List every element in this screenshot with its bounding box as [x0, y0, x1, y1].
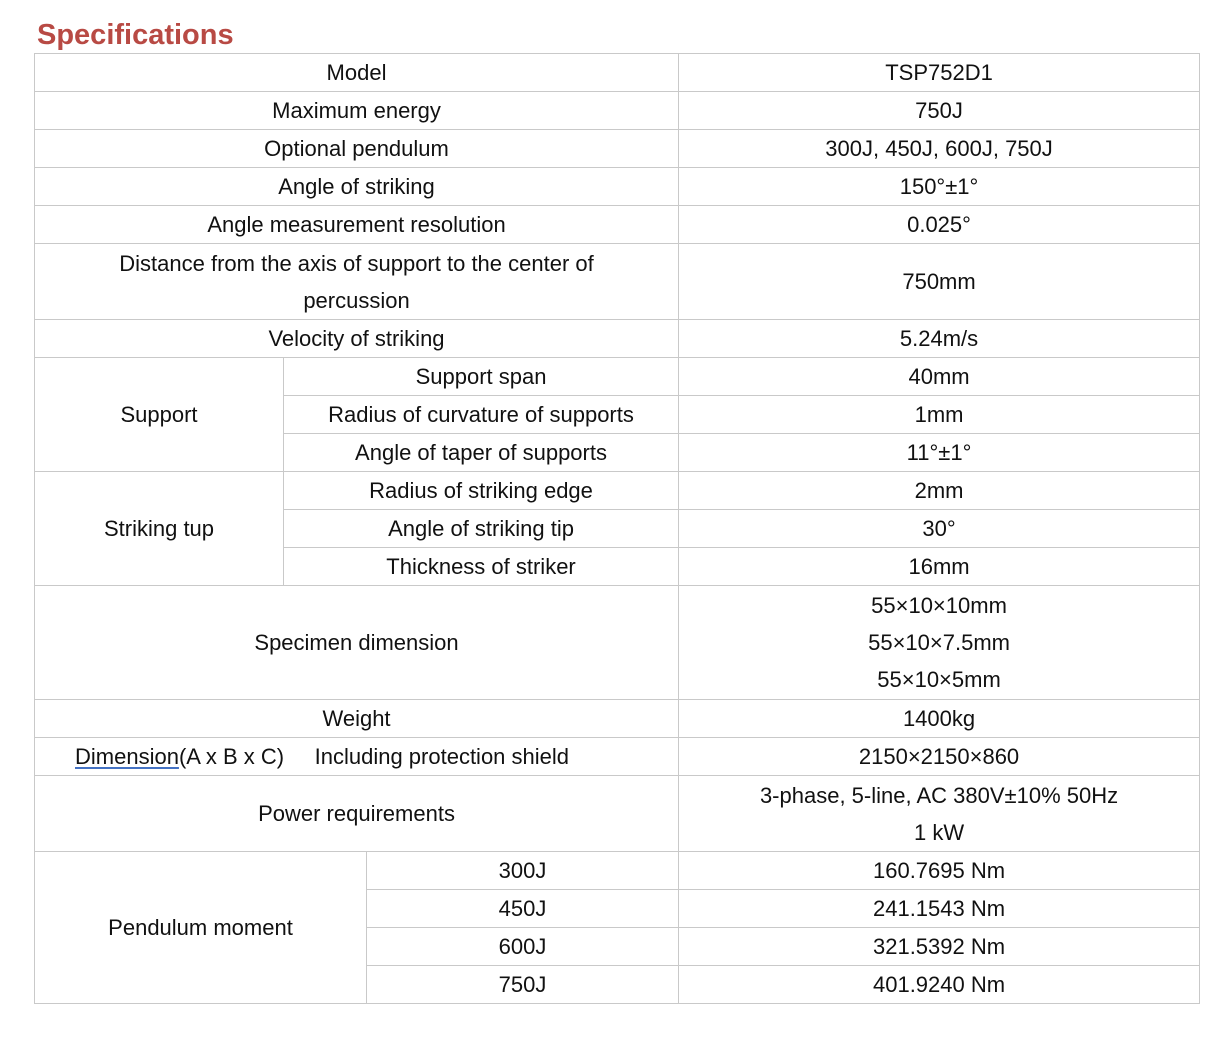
- spec-value: 150°±1°: [678, 167, 1201, 206]
- table-row-angle-striking: Angle of striking 150°±1°: [33, 167, 1201, 206]
- table-row-model: Model TSP752D1: [33, 53, 1201, 92]
- spec-value: 3-phase, 5-line, AC 380V±10% 50Hz 1 kW: [678, 775, 1201, 852]
- spec-value: 160.7695 Nm: [678, 851, 1201, 890]
- spec-value-line: 1 kW: [913, 819, 965, 845]
- spec-value-line: 55×10×5mm: [877, 667, 1001, 692]
- dimension-label: Dimension: [75, 744, 179, 769]
- spec-label: Angle of striking tip: [282, 509, 680, 548]
- spec-label: Angle measurement resolution: [33, 205, 680, 244]
- spec-label: Angle of taper of supports: [282, 433, 680, 472]
- spec-value: 30°: [678, 509, 1201, 548]
- spec-value-line: 55×10×7.5mm: [868, 630, 1010, 655]
- spec-label: Dimension(A x B x C) Including protectio…: [33, 737, 680, 776]
- spec-label-line: Distance from the axis of support to the…: [119, 250, 594, 276]
- spec-label-line: percussion: [303, 287, 410, 313]
- spec-value-line: 3-phase, 5-line, AC 380V±10% 50Hz: [759, 782, 1119, 808]
- spec-label: Velocity of striking: [33, 319, 680, 358]
- table-row-support-radius: Radius of curvature of supports 1mm: [35, 395, 1201, 434]
- spec-value: 16mm: [678, 547, 1201, 586]
- table-row-dimension: Dimension(A x B x C) Including protectio…: [33, 737, 1201, 776]
- specifications-table: Model TSP752D1 Maximum energy 750J Optio…: [33, 53, 1201, 1004]
- table-row-moment-600: 600J 321.5392 Nm: [35, 927, 1201, 966]
- spec-label: Radius of curvature of supports: [282, 395, 680, 434]
- spec-value: TSP752D1: [678, 53, 1201, 92]
- spec-label: Model: [33, 53, 680, 92]
- table-row-max-energy: Maximum energy 750J: [33, 91, 1201, 130]
- spec-label: Angle of striking: [33, 167, 680, 206]
- spec-label: Support span: [282, 357, 680, 396]
- spec-value: 5.24m/s: [678, 319, 1201, 358]
- spec-value: 55×10×10mm 55×10×7.5mm 55×10×5mm: [678, 585, 1201, 700]
- spec-value: 40mm: [678, 357, 1201, 396]
- spec-value: 1400kg: [678, 699, 1201, 738]
- spec-label: 600J: [365, 927, 680, 966]
- spec-label: Thickness of striker: [282, 547, 680, 586]
- spec-value: 2mm: [678, 471, 1201, 510]
- dimension-axes-label: (A x B x C): [178, 744, 285, 769]
- table-row-optional-pendulum: Optional pendulum 300J, 450J, 600J, 750J: [33, 129, 1201, 168]
- spec-label: Specimen dimension: [33, 585, 680, 700]
- spec-label: Maximum energy: [33, 91, 680, 130]
- spec-value: 300J, 450J, 600J, 750J: [678, 129, 1201, 168]
- spec-value: 11°±1°: [678, 433, 1201, 472]
- spec-label: Weight: [33, 699, 680, 738]
- spec-label: 750J: [365, 965, 680, 1004]
- page-title: Specifications: [37, 19, 234, 51]
- group-label-pendulum-moment: Pendulum moment: [34, 851, 367, 1004]
- table-row-moment-750: 750J 401.9240 Nm: [35, 965, 1201, 1004]
- table-row-power: Power requirements 3-phase, 5-line, AC 3…: [33, 775, 1201, 852]
- spec-value: 241.1543 Nm: [678, 889, 1201, 928]
- spec-value: 750mm: [678, 243, 1201, 320]
- table-row-weight: Weight 1400kg: [33, 699, 1201, 738]
- spec-label: 300J: [365, 851, 680, 890]
- dimension-extra-label: Including protection shield: [314, 744, 570, 769]
- spec-value: 1mm: [678, 395, 1201, 434]
- group-label-striking-tup: Striking tup: [34, 471, 284, 586]
- table-row-tup-edge: Striking tup Radius of striking edge 2mm: [34, 471, 1201, 586]
- spec-value: 401.9240 Nm: [678, 965, 1201, 1004]
- spec-value: 750J: [678, 91, 1201, 130]
- spec-value: 0.025°: [678, 205, 1201, 244]
- spec-value: 321.5392 Nm: [678, 927, 1201, 966]
- table-row-moment-300: Pendulum moment 300J 160.7695 Nm: [34, 851, 1201, 1004]
- spec-label: Optional pendulum: [33, 129, 680, 168]
- spec-label: Radius of striking edge: [282, 471, 680, 510]
- group-label-support: Support: [34, 357, 284, 472]
- spec-value-line: 55×10×10mm: [871, 593, 1007, 618]
- spec-label: Distance from the axis of support to the…: [33, 243, 680, 320]
- spec-label: Power requirements: [33, 775, 680, 852]
- spec-value: 2150×2150×860: [678, 737, 1201, 776]
- table-row-angle-resolution: Angle measurement resolution 0.025°: [33, 205, 1201, 244]
- table-row-specimen: Specimen dimension 55×10×10mm 55×10×7.5m…: [33, 585, 1201, 700]
- spec-label: 450J: [365, 889, 680, 928]
- table-row-velocity: Velocity of striking 5.24m/s: [33, 319, 1201, 358]
- table-row-distance: Distance from the axis of support to the…: [33, 243, 1201, 320]
- table-row-moment-450: 450J 241.1543 Nm: [35, 889, 1201, 928]
- table-row-support-span: Support Support span 40mm: [34, 357, 1201, 472]
